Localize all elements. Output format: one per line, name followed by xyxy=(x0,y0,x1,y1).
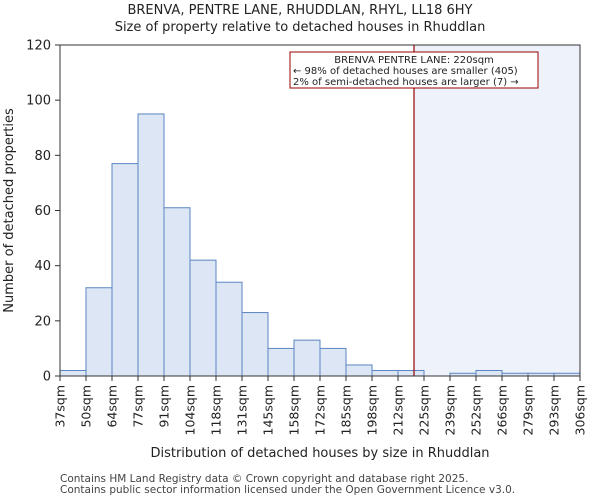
footer-line-1: Contains HM Land Registry data © Crown c… xyxy=(60,473,469,485)
bar xyxy=(475,369,503,377)
y-tick-label: 20 xyxy=(34,314,51,329)
y-tick-label: 120 xyxy=(26,39,51,54)
highlight-region xyxy=(414,45,580,376)
x-tick-label: 293sqm xyxy=(547,385,562,435)
annotation-line: BRENVA PENTRE LANE: 220sqm xyxy=(334,55,494,66)
x-tick-label: 225sqm xyxy=(417,385,432,435)
bar xyxy=(215,281,243,377)
histogram-chart: 0 20 40 60 80 100 120 37sqm 50sqm 64sqm 77sqm 91sqm… xyxy=(2,39,588,462)
x-tick-label: 50sqm xyxy=(79,385,94,428)
x-tick-label: 91sqm xyxy=(157,385,172,428)
chart-subtitle: Size of property relative to detached ho… xyxy=(114,20,486,35)
x-axis-label: Distribution of detached houses by size … xyxy=(150,446,489,461)
y-tick-label: 0 xyxy=(43,370,51,385)
annotation-box xyxy=(289,51,539,89)
bar xyxy=(345,364,373,377)
bar xyxy=(371,369,399,377)
x-tick-label: 198sqm xyxy=(365,385,380,435)
x-tick-label: 306sqm xyxy=(573,385,588,435)
x-tick-label: 279sqm xyxy=(521,385,536,435)
bar xyxy=(319,347,347,377)
y-tick-label: 80 xyxy=(34,149,51,164)
x-tick-label: 252sqm xyxy=(469,385,484,435)
y-tick-label: 100 xyxy=(26,94,51,109)
y-tick-label: 60 xyxy=(34,204,51,219)
bar xyxy=(85,287,113,377)
x-tick-label: 145sqm xyxy=(261,385,276,435)
y-axis-label: Number of detached properties xyxy=(2,108,17,313)
bar xyxy=(267,347,295,377)
annotation-line: ← 98% of detached houses are smaller (40… xyxy=(293,66,518,77)
x-tick-label: 77sqm xyxy=(131,385,146,428)
x-tick-label: 239sqm xyxy=(443,385,458,435)
x-tick-label: 131sqm xyxy=(235,385,250,435)
footer-line-2: Contains public sector information licen… xyxy=(60,484,516,496)
bar xyxy=(163,207,191,377)
x-tick-label: 37sqm xyxy=(53,385,68,428)
bar xyxy=(397,369,425,377)
y-tick-label: 40 xyxy=(34,259,51,274)
bar xyxy=(59,369,87,377)
bar xyxy=(189,259,217,377)
x-tick-label: 266sqm xyxy=(495,385,510,435)
x-tick-label: 64sqm xyxy=(105,385,120,428)
bar xyxy=(111,163,139,377)
x-tick-label: 104sqm xyxy=(183,385,198,435)
x-tick-label: 158sqm xyxy=(287,385,302,435)
chart-title: BRENVA, PENTRE LANE, RHUDDLAN, RHYL, LL1… xyxy=(127,3,473,18)
bar xyxy=(241,312,269,377)
bar xyxy=(137,113,165,377)
x-tick-label: 212sqm xyxy=(391,385,406,435)
x-tick-label: 172sqm xyxy=(313,385,328,435)
bar xyxy=(293,339,321,377)
x-tick-label: 185sqm xyxy=(339,385,354,435)
x-tick-label: 118sqm xyxy=(209,385,224,435)
annotation-line: 2% of semi-detached houses are larger (7… xyxy=(293,77,519,88)
